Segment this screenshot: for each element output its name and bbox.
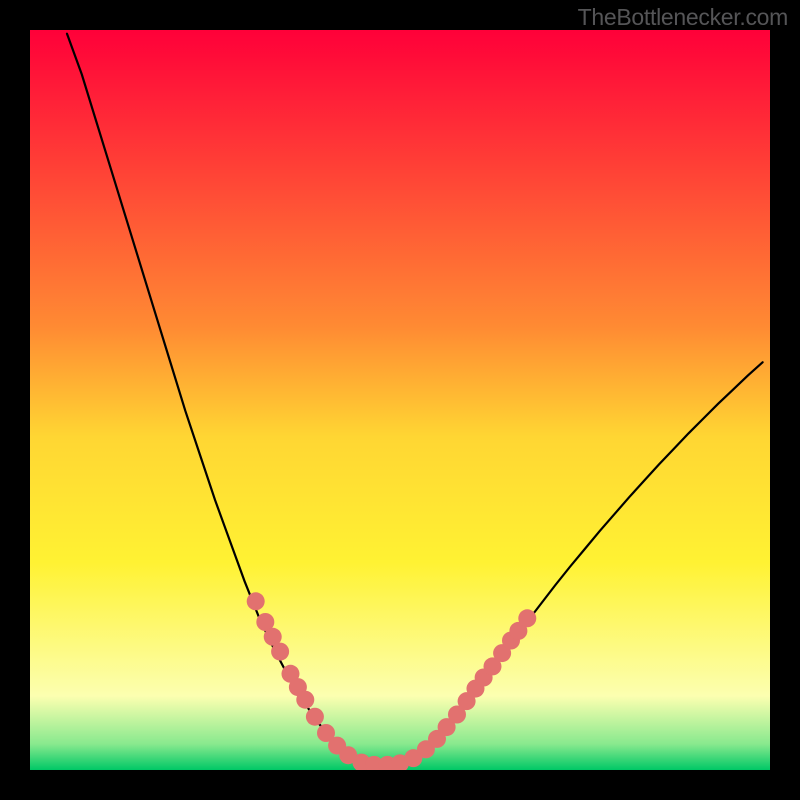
sample-marker xyxy=(306,708,324,726)
plot-area xyxy=(30,30,770,770)
sample-marker xyxy=(271,643,289,661)
sample-marker xyxy=(247,592,265,610)
watermark-text: TheBottlenecker.com xyxy=(578,4,788,31)
chart-container: TheBottlenecker.com xyxy=(0,0,800,800)
sample-marker xyxy=(296,691,314,709)
sample-marker xyxy=(518,609,536,627)
bottleneck-curve-chart xyxy=(30,30,770,770)
gradient-background xyxy=(30,30,770,770)
